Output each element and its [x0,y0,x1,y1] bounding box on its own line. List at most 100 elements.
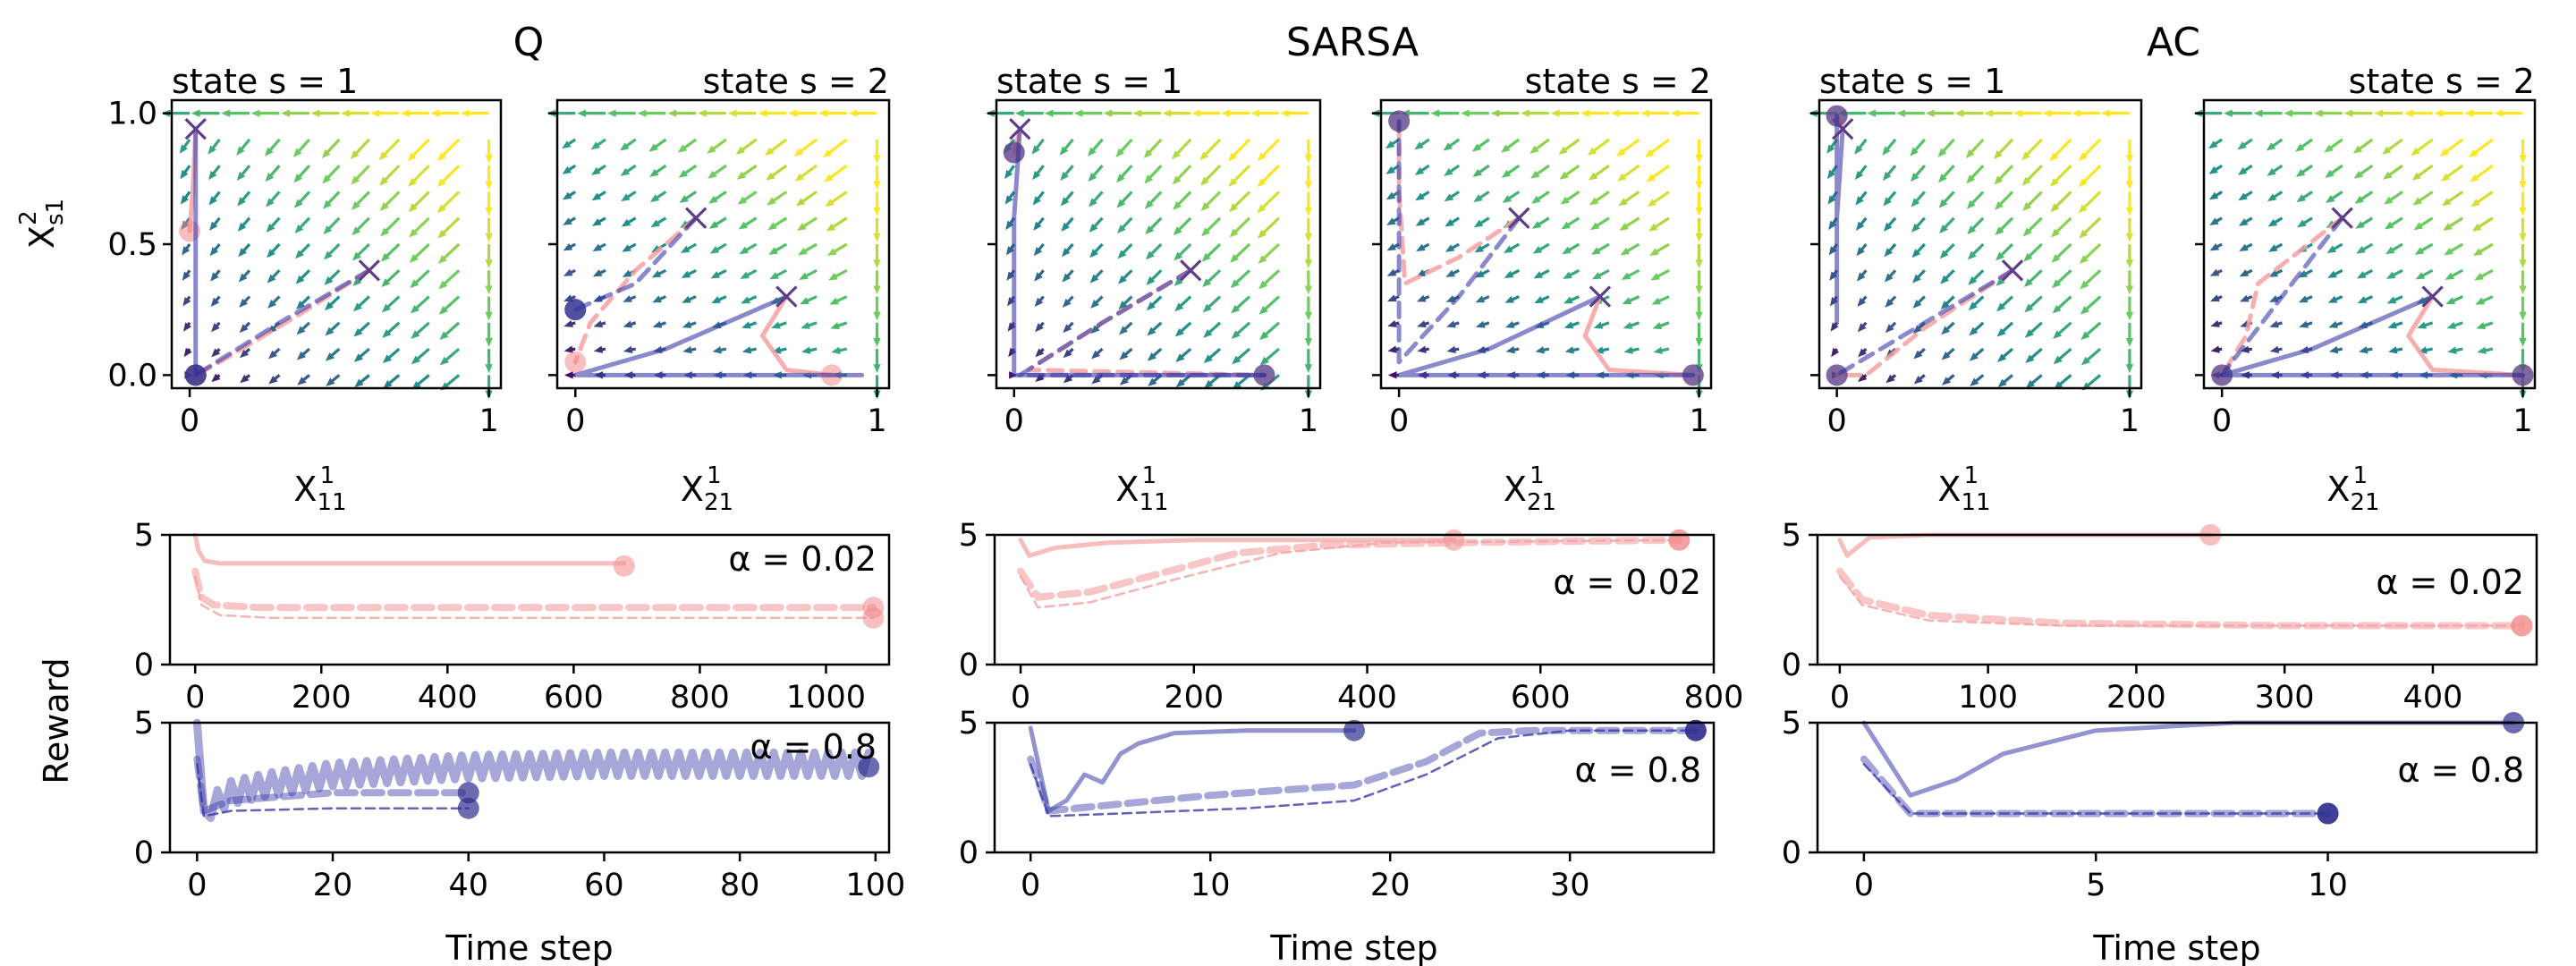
quiver-arrowhead [2253,109,2263,117]
quiver-arrowhead [1088,147,1097,157]
quiver-arrowhead [379,202,389,211]
quiver-arrowhead [830,322,840,330]
time-xlabel: Time step [445,928,613,966]
quiver-arrowhead [1490,109,1500,117]
reward-series-end-point [457,797,479,819]
y-tick-label: 5 [1782,518,1801,554]
quiver-arrowhead [1257,229,1267,239]
state-title: state s = 2 [703,62,889,101]
quiver-arrowhead [1966,199,1976,209]
x-tick-label: 1 [479,403,498,439]
quiver-arrowhead [2519,259,2527,268]
reward-series-end-point [862,606,885,629]
quiver-arrowhead [310,109,320,117]
reward-frame [1816,721,2538,854]
quiver-arrowhead [1615,148,1626,157]
quiver-arrowhead [267,249,275,258]
quiver-arrowhead [2434,109,2444,117]
phase-xlabel: X211 [1504,462,1556,516]
quiver-arrowhead [1005,246,1014,256]
y-tick-label: 1.0 [107,97,157,132]
quiver-field [161,109,493,400]
quiver-arrowhead [1623,321,1633,329]
quiver-arrowhead [411,355,421,365]
quiver-arrowhead [1258,306,1268,315]
quiver-arrowhead [1143,148,1153,158]
quiver-arrowhead [1201,227,1211,237]
y-tick-label: 0.5 [107,227,157,263]
quiver-arrowhead [485,155,493,164]
quiver-arrowhead [1032,170,1041,181]
quiver-arrowhead [1475,295,1486,303]
quiver-arrowhead [1828,246,1837,256]
quiver-arrowhead [2356,271,2367,279]
quiver-arrowhead [564,371,573,379]
x-tick-label: 400 [2403,680,2463,716]
trajectory-line-high-dashed [1017,267,1267,377]
x-tick-label: 10 [2308,868,2348,903]
quiver-arrowhead [352,226,361,236]
quiver-arrowhead [237,197,246,207]
quiver-arrowhead [1521,109,1530,117]
quiver-arrowhead [1228,152,1237,162]
trajectory-line-low-solid [1582,294,1696,377]
quiver-arrowhead [2078,152,2088,162]
svg-text:Xs12: Xs12 [15,199,69,249]
quiver-arrowhead [1280,109,1289,117]
quiver-arrowhead [651,270,662,278]
quiver-arrowhead [2295,168,2306,177]
trajectory-line-low-dashed [1835,267,2015,377]
quiver-arrowhead [1941,377,1952,386]
quiver-arrowhead [1257,178,1267,188]
quiver-arrowhead [209,221,218,231]
quiver-arrowhead [564,319,573,327]
quiver-arrowhead [1446,320,1456,328]
quiver-arrowhead [1504,270,1514,278]
quiver-arrowhead [352,251,361,261]
quiver-arrowhead [2022,202,2032,211]
quiver-arrowhead [2326,245,2337,253]
quiver-arrowhead [1563,271,1572,279]
quiver-arrowhead [1387,345,1397,353]
quiver-arrowhead [293,174,303,183]
y-tick-label: 0 [959,835,979,871]
time-xlabel: Time step [1269,928,1437,966]
phase-xlabel-base: X [681,470,704,509]
quiver-arrowhead [2470,199,2481,208]
quiver-arrowhead [211,373,221,383]
quiver-arrowhead [1968,301,1978,311]
quiver-arrowhead [2080,306,2089,315]
quiver-arrowhead [1005,220,1014,231]
quiver-arrowhead [296,351,307,360]
quiver-arrowhead [410,304,419,314]
quiver-arrowhead [485,364,493,374]
quiver-arrowhead [437,255,447,264]
quiver-arrowhead [1259,356,1269,366]
quiver-arrowhead [1562,246,1572,255]
quiver-arrowhead [1090,350,1101,360]
quiver-arrowhead [1304,259,1313,268]
quiver-arrowhead [410,279,419,289]
quiver-arrowhead [2237,166,2248,175]
quiver-arrowhead [382,329,392,338]
trajectory-end-point [1388,110,1411,132]
quiver-arrowhead [1695,259,1703,268]
phase-xlabel: X111 [1937,462,1990,516]
quiver-arrowhead [2209,243,2220,251]
quiver-arrowhead [1587,147,1597,156]
quiver-arrowhead [1588,172,1598,181]
quiver-arrowhead [738,221,749,230]
y-tick-label: 0 [1782,648,1801,683]
alpha-label: α = 0.02 [1553,563,1701,602]
quiver-arrowhead [183,347,192,358]
quiver-arrowhead [1589,222,1600,231]
phase-xlabel-sup: 1 [1142,462,1157,489]
phase-xlabel-sub: 21 [2350,489,2379,516]
quiver-arrowhead [1996,251,2005,261]
quiver-arrowhead [622,269,632,277]
phase-xlabel: X111 [1115,462,1168,516]
x-tick-label: 0 [185,680,205,716]
quiver-arrowhead [682,295,691,303]
trajectory-end-point [2512,364,2534,386]
